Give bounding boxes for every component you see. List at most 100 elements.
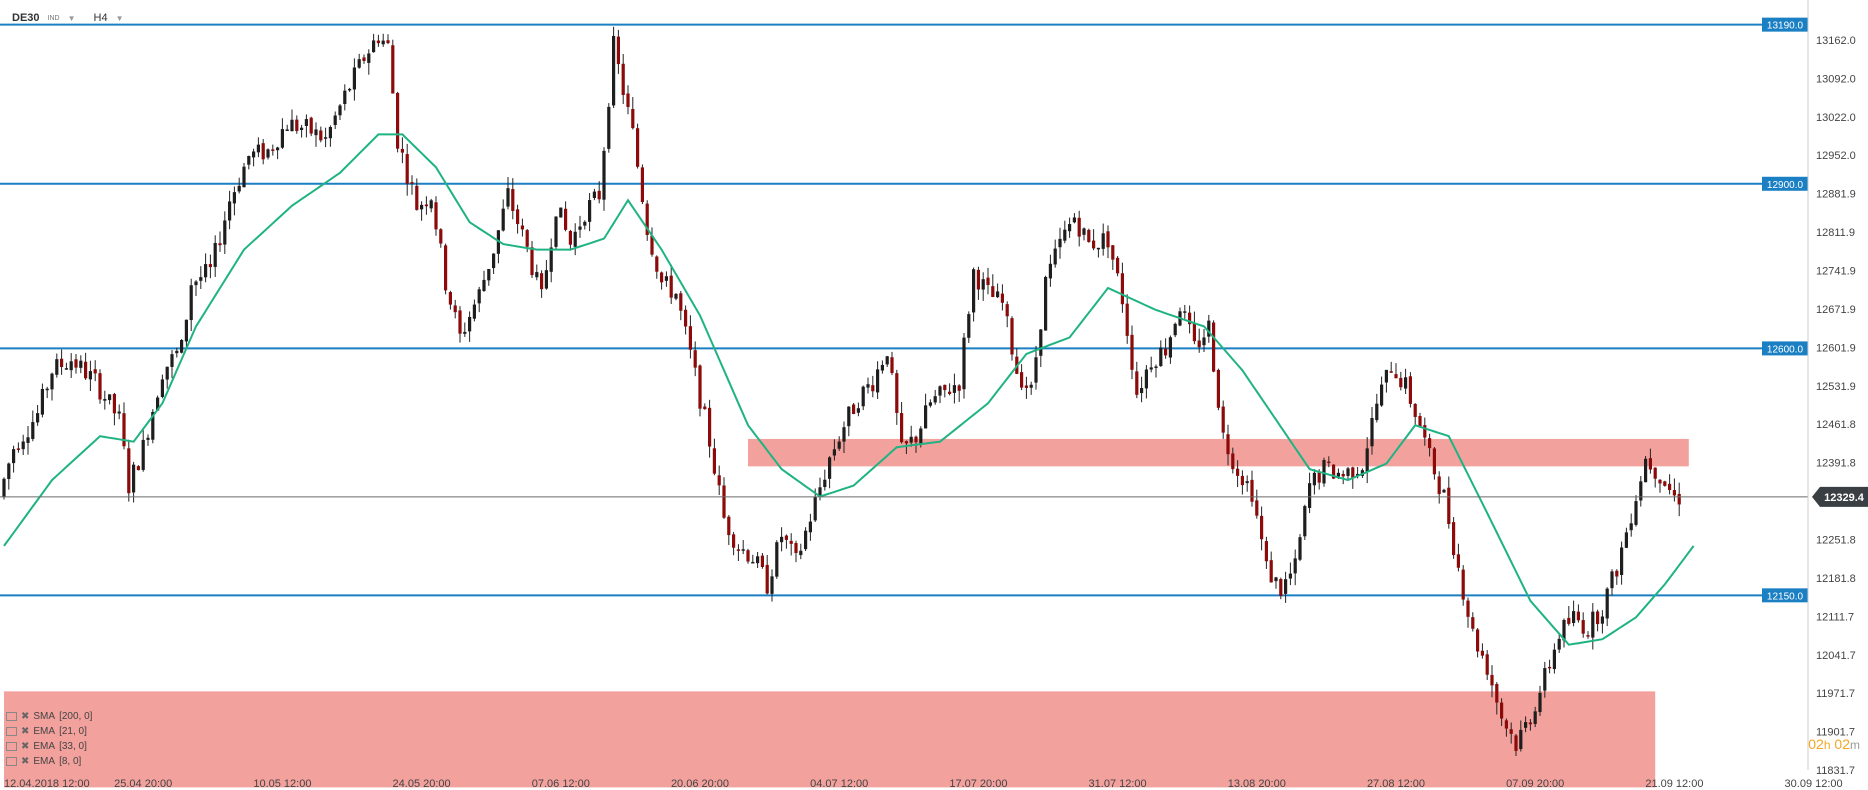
candle-body <box>544 270 548 289</box>
candle-body <box>919 428 923 444</box>
y-tick-label: 12041.7 <box>1816 650 1856 662</box>
level-label-3: 12150.0 <box>1767 591 1804 602</box>
candle-body <box>722 485 726 518</box>
candle-body <box>309 117 313 134</box>
candle-body <box>852 404 856 415</box>
candle-body <box>1154 366 1158 368</box>
candle-body <box>1192 323 1196 342</box>
candle-body <box>472 304 476 319</box>
y-tick-label: 12181.8 <box>1816 573 1856 585</box>
candle-body <box>1106 231 1110 248</box>
candle-body <box>1620 547 1624 576</box>
timeframe-label[interactable]: H4 <box>93 12 108 24</box>
candle-body <box>1432 448 1436 475</box>
candle-body <box>1384 369 1388 383</box>
candle-body <box>285 129 289 131</box>
candle-body <box>1562 619 1566 641</box>
level-label-1: 12900.0 <box>1767 180 1804 191</box>
candle-body <box>328 127 332 139</box>
candle-body <box>290 119 294 132</box>
candle-body <box>530 247 534 276</box>
candle-body <box>621 63 625 95</box>
candle-body <box>1447 487 1451 525</box>
indicator-sma-200[interactable]: ✖ SMA [200, 0] <box>6 711 92 722</box>
candle-body <box>434 202 438 230</box>
candle-body <box>1399 377 1403 388</box>
candle-body <box>79 360 83 368</box>
x-tick-label: 20.06 20:00 <box>671 778 729 790</box>
candle-body <box>352 67 356 90</box>
horizontal-levels[interactable]: 13190.0 12900.0 12600.0 12150.0 <box>0 17 1808 603</box>
candle-body <box>1058 238 1062 248</box>
candle-body <box>1231 453 1235 470</box>
price-axis[interactable]: 13162.0 13092.0 13022.0 12952.0 12881.9 12811… <box>1807 0 1868 777</box>
candle-body <box>501 208 505 231</box>
candle-body <box>804 530 808 550</box>
candle-body <box>280 129 284 148</box>
indicator-ema-8[interactable]: ✖ EMA [8, 0] <box>6 756 81 767</box>
candle-body <box>1159 347 1163 367</box>
candle-body <box>986 277 990 285</box>
chevron-down-icon[interactable]: ▼ <box>67 13 76 23</box>
indicator-ema-21[interactable]: ✖ EMA [21, 0] <box>6 726 87 737</box>
close-icon[interactable]: ✖ <box>21 741 30 752</box>
candle-body <box>1370 417 1374 447</box>
candle-body <box>492 253 496 269</box>
candle-body <box>1144 369 1148 389</box>
settings-icon[interactable] <box>6 742 17 751</box>
candle-body <box>578 226 582 230</box>
candle-body <box>1312 472 1316 486</box>
symbol-label[interactable]: DE30 <box>12 12 40 24</box>
candle-body <box>837 441 841 449</box>
candle-body <box>1509 729 1513 734</box>
candle-body <box>1466 600 1470 617</box>
candle-body <box>924 405 928 429</box>
candle-body <box>1101 233 1105 249</box>
candle-body <box>1168 337 1172 358</box>
candle-body <box>45 388 49 391</box>
candle-body <box>818 487 822 496</box>
settings-icon[interactable] <box>6 712 17 721</box>
candle-body <box>1677 493 1681 505</box>
settings-icon[interactable] <box>6 757 17 766</box>
settings-icon[interactable] <box>6 727 17 736</box>
candle-body <box>232 192 236 204</box>
candle-body <box>1653 467 1657 479</box>
candle-body <box>468 316 472 332</box>
candle-body <box>597 190 601 200</box>
candle-body <box>98 373 102 400</box>
x-tick-label: 31.07 12:00 <box>1089 778 1147 790</box>
close-icon[interactable]: ✖ <box>21 711 30 722</box>
candle-body <box>708 407 712 447</box>
y-tick-label: 11831.7 <box>1816 765 1855 777</box>
x-tick-label: 30.09 12:00 <box>1785 778 1843 790</box>
candle-body <box>1480 650 1484 656</box>
candle-body <box>756 556 760 564</box>
candle-body <box>1039 329 1043 356</box>
candle-body <box>160 379 164 397</box>
close-icon[interactable]: ✖ <box>21 726 30 737</box>
candle-body <box>7 463 11 480</box>
candle-body <box>808 521 812 533</box>
candle-body <box>1000 293 1004 303</box>
indicator-ema-33[interactable]: ✖ EMA [33, 0] <box>6 741 87 752</box>
candle-body <box>396 92 400 149</box>
candle-body <box>420 204 424 210</box>
candle-body <box>962 337 966 390</box>
time-axis[interactable]: 12.04.2018 12:00 25.04 20:00 10.05 12:00 24… <box>4 778 1843 790</box>
candle-body <box>952 385 956 393</box>
candle-body <box>1552 649 1556 670</box>
candle-body <box>1317 472 1321 483</box>
close-icon[interactable]: ✖ <box>21 756 30 767</box>
chevron-down-icon[interactable]: ▼ <box>115 13 124 23</box>
candle-body <box>1380 384 1384 406</box>
candle-body <box>108 394 112 401</box>
candle-body <box>156 397 160 411</box>
level-tag-0 <box>1762 17 1808 32</box>
candle-body <box>516 209 520 225</box>
candle-body <box>684 309 688 327</box>
candle-body <box>372 40 376 53</box>
candle-body <box>304 119 308 127</box>
candle-body <box>1586 635 1590 637</box>
